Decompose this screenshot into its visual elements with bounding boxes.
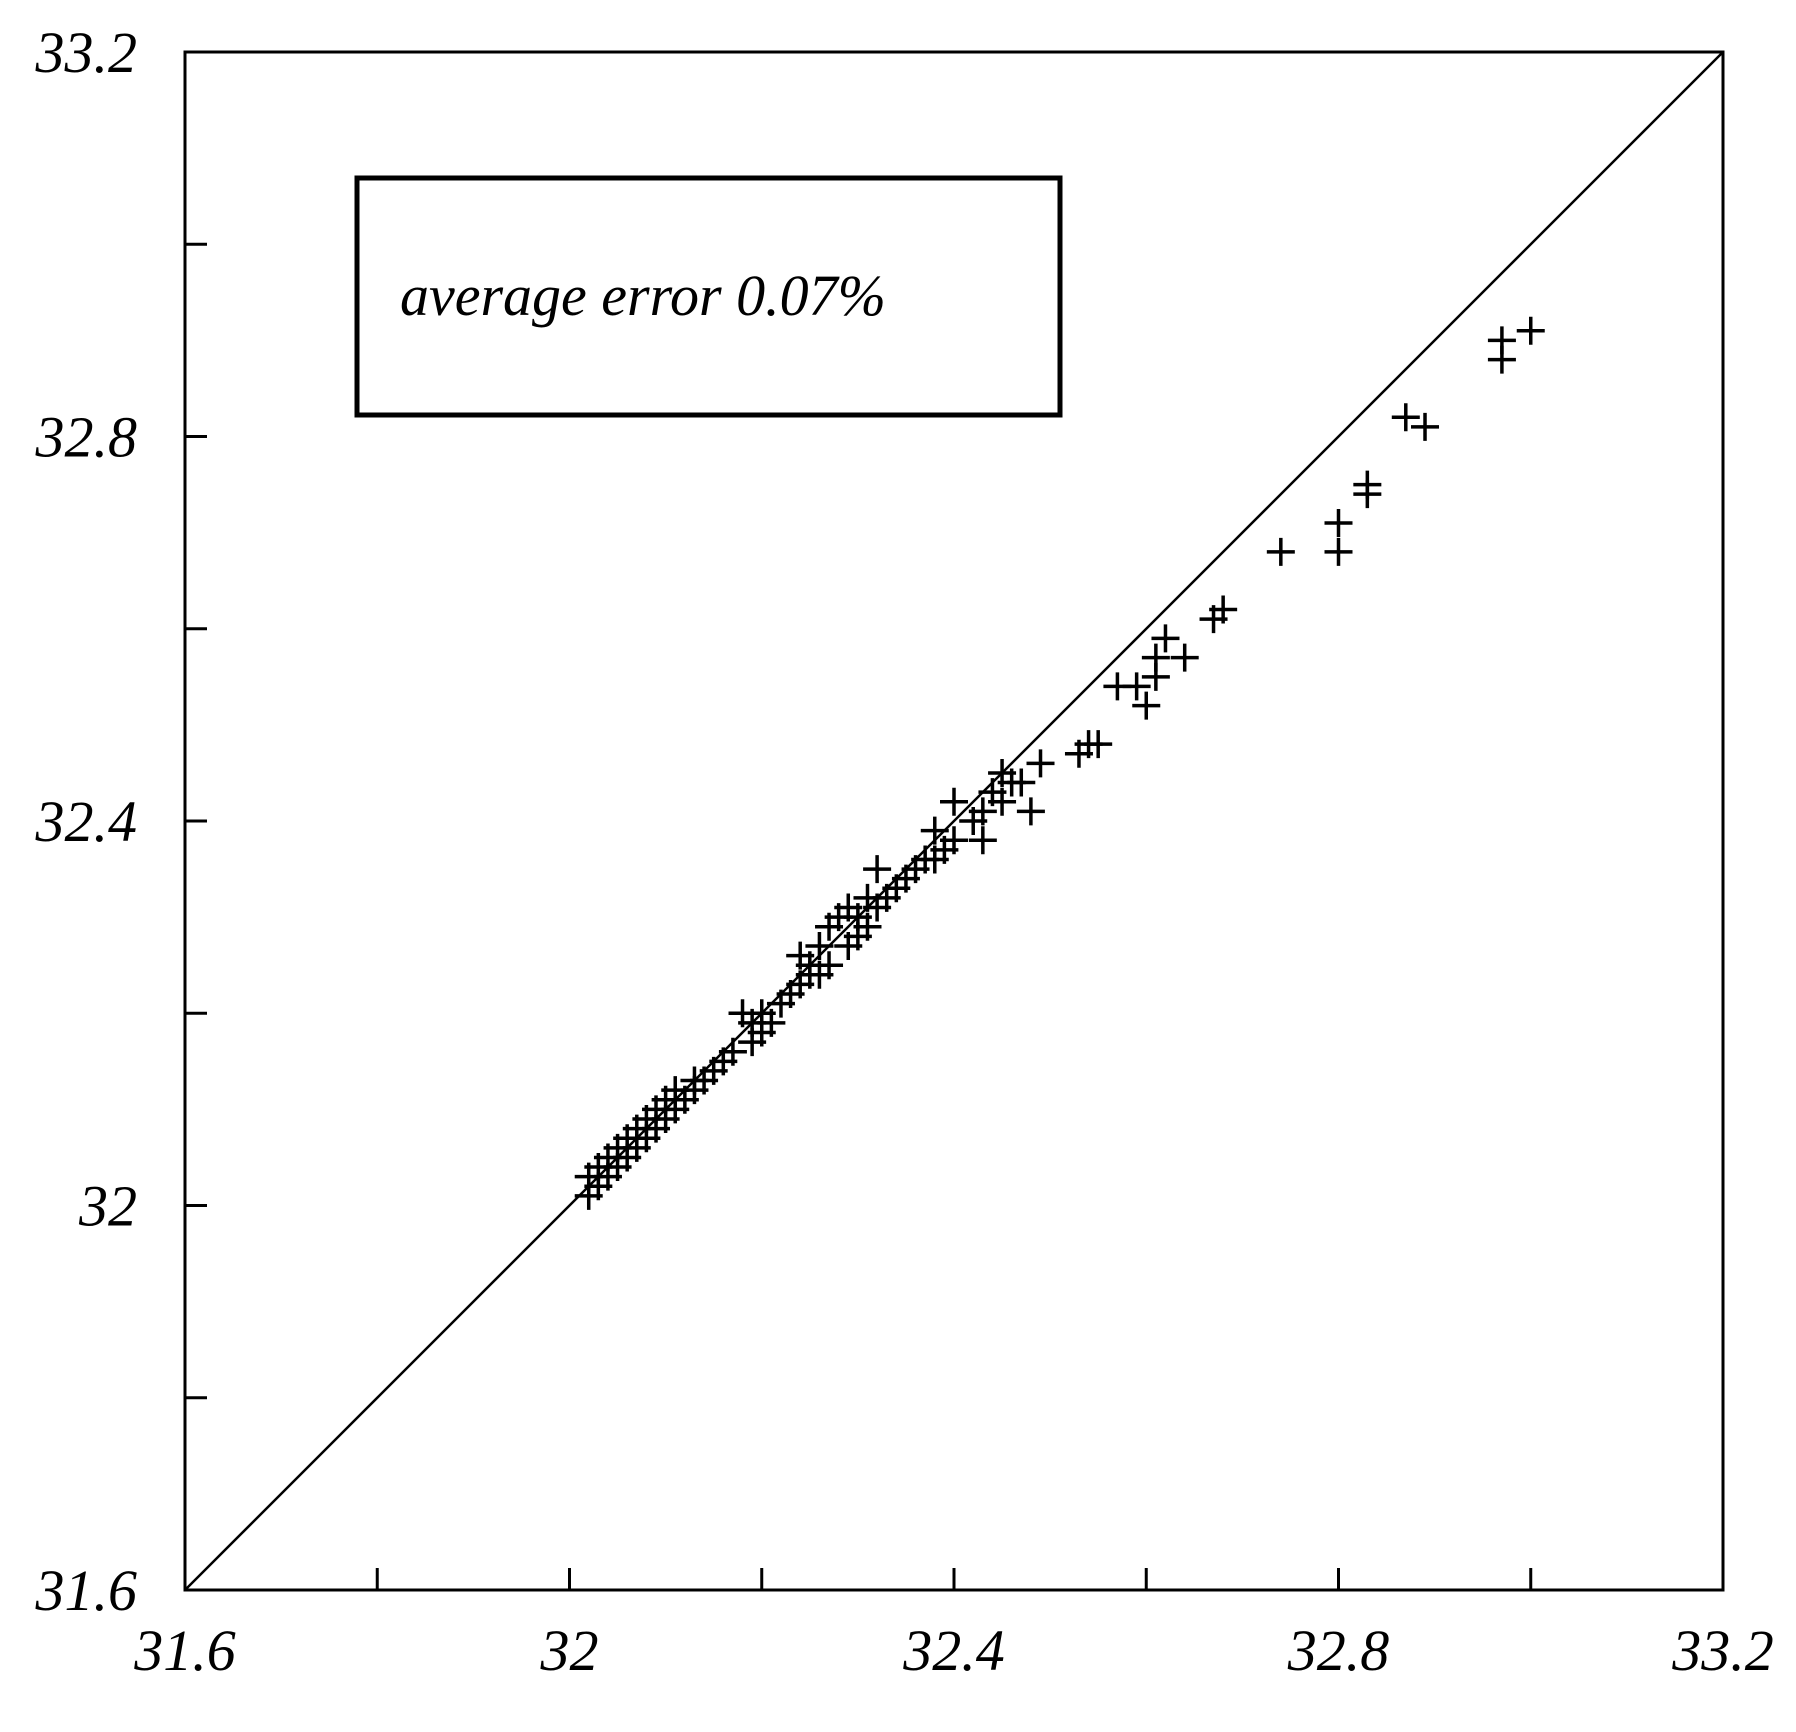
- y-tick-label: 33.2: [35, 20, 138, 85]
- data-point: [1209, 595, 1238, 624]
- data-point: [1007, 768, 1036, 797]
- data-point: [1487, 326, 1516, 355]
- data-point: [1132, 691, 1161, 720]
- data-points: [574, 316, 1545, 1210]
- x-tick-label: 32.8: [1287, 1618, 1390, 1683]
- y-tick-label: 32.8: [35, 405, 138, 470]
- data-point: [718, 1037, 747, 1066]
- data-point: [1324, 537, 1353, 566]
- x-axis: 31.6 32 32.4 32.8 33.2: [133, 1568, 1774, 1683]
- x-tick-label: 32: [540, 1618, 599, 1683]
- data-point: [815, 951, 844, 980]
- data-point: [920, 816, 949, 845]
- data-point: [988, 787, 1017, 816]
- data-point: [968, 797, 997, 826]
- data-point: [1141, 643, 1170, 672]
- annotation-box: average error 0.07%: [354, 175, 1063, 418]
- data-point: [1266, 537, 1295, 566]
- y-tick-label: 32.4: [35, 789, 138, 854]
- annotation-text: average error 0.07%: [400, 263, 886, 328]
- data-point: [1170, 643, 1199, 672]
- data-point: [1353, 470, 1382, 499]
- x-tick-label: 31.6: [133, 1618, 236, 1683]
- data-point: [1516, 316, 1545, 345]
- reference-line: [184, 51, 1724, 1591]
- data-point: [1151, 624, 1180, 653]
- data-point: [863, 855, 892, 884]
- x-tick-label: 32.4: [902, 1618, 1005, 1683]
- y-tick-label: 32: [78, 1174, 137, 1239]
- data-point: [940, 826, 968, 855]
- data-point: [1084, 730, 1113, 759]
- data-point: [805, 931, 834, 960]
- data-point: [1026, 749, 1055, 778]
- annotation-frame: [354, 175, 1063, 418]
- data-point: [1391, 403, 1420, 432]
- data-point: [1324, 509, 1353, 538]
- data-point: [1016, 797, 1045, 826]
- data-point: [940, 787, 968, 816]
- data-point: [757, 1008, 786, 1037]
- data-point: [853, 912, 882, 941]
- data-point: [1122, 672, 1151, 701]
- x-tick-label: 33.2: [1671, 1618, 1774, 1683]
- data-point: [968, 826, 997, 855]
- data-point: [1411, 412, 1440, 441]
- y-tick-label: 31.6: [35, 1558, 138, 1623]
- y-axis: 31.6 32 32.4 32.8 33.2: [35, 20, 207, 1623]
